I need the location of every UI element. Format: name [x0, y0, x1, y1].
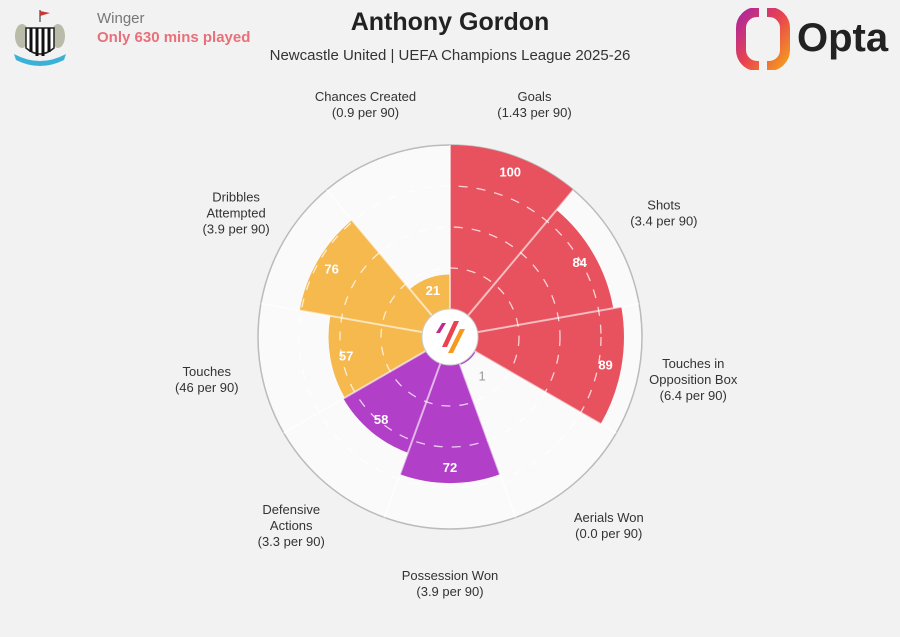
opta-ring-icon: [736, 7, 790, 71]
subtitle: Newcastle United | UEFA Champions League…: [269, 47, 631, 64]
player-position: Winger: [97, 10, 145, 27]
slice-divider: [473, 350, 617, 434]
category-per90: (3.9 per 90): [416, 584, 483, 599]
category-name: Touches in: [662, 356, 724, 371]
page-title: Anthony Gordon: [350, 8, 550, 36]
category-per90: (6.4 per 90): [660, 388, 727, 403]
slice-divider: [383, 362, 442, 518]
category-name: Possession Won: [402, 568, 499, 583]
opta-logo: Opta: [735, 7, 895, 71]
category-name: Attempted: [206, 206, 265, 221]
opta-mark-icon: [448, 329, 465, 353]
grid-ring: [339, 226, 561, 448]
category-per90: (1.43 per 90): [497, 105, 571, 120]
value-label: 21: [426, 283, 440, 298]
value-label: 57: [339, 348, 353, 363]
slice-aerials-won: [459, 351, 476, 365]
slice-divider: [477, 302, 640, 334]
opta-brand-text: Opta: [797, 16, 889, 60]
value-label: 84: [572, 255, 587, 270]
category-per90: (3.9 per 90): [202, 222, 269, 237]
category-per90: (3.3 per 90): [258, 534, 325, 549]
category-name: Shots: [647, 198, 681, 213]
slice-touches-in-opposition-box: [474, 306, 624, 424]
value-label: 58: [374, 412, 388, 427]
slice-divider: [260, 302, 423, 334]
value-label: 100: [499, 165, 521, 180]
category-name: Opposition Box: [649, 372, 738, 387]
slice-goals: [450, 145, 574, 316]
category-per90: (0.9 per 90): [332, 105, 399, 120]
slice-touches: [328, 315, 426, 398]
slice-divider: [283, 350, 427, 434]
slice-divider: [458, 362, 517, 518]
slice-possession-won: [400, 363, 500, 484]
slice-divider: [325, 189, 433, 317]
slice-divider: [467, 189, 575, 317]
slice-dribbles-attempted: [299, 220, 433, 333]
category-name: Chances Created: [315, 89, 416, 104]
value-label: 1: [479, 368, 486, 383]
category-name: Defensive: [262, 502, 320, 517]
value-label: 72: [443, 460, 457, 475]
category-name: Touches: [183, 364, 232, 379]
newcastle-crest-logo: [14, 10, 66, 66]
minutes-note: Only 630 mins played: [97, 29, 251, 46]
opta-mark-icon: [436, 323, 446, 333]
slice-chances-created: [409, 274, 450, 316]
value-label: 76: [324, 262, 338, 277]
value-label: 89: [598, 357, 612, 372]
category-name: Actions: [270, 518, 313, 533]
category-name: Aerials Won: [574, 510, 644, 525]
opta-mark-icon: [442, 321, 459, 347]
category-name: Dribbles: [212, 190, 260, 205]
slice-shots: [467, 210, 614, 333]
category-name: Goals: [517, 89, 551, 104]
category-per90: (46 per 90): [175, 380, 239, 395]
grid-ring: [298, 185, 602, 489]
category-per90: (3.4 per 90): [630, 214, 697, 229]
category-per90: (0.0 per 90): [575, 526, 642, 541]
